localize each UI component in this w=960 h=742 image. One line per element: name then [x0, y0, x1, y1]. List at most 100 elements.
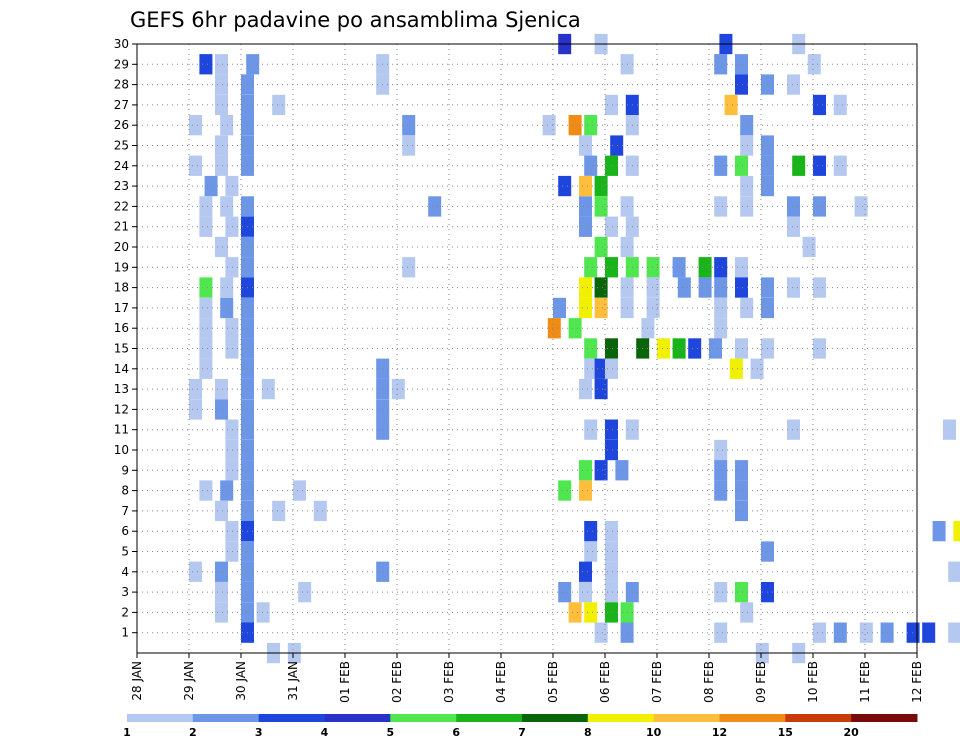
heat-cell [605, 358, 618, 379]
heat-cell [714, 297, 728, 319]
heat-cell [610, 135, 624, 156]
colorbar-swatch [587, 714, 655, 722]
heat-cell [605, 521, 618, 542]
colorbar-label: 5 [386, 726, 394, 739]
heat-cell [813, 338, 826, 359]
heat-cell [558, 582, 572, 603]
heat-cell [225, 338, 239, 359]
heat-cell [859, 622, 873, 643]
x-tick-label: 11 FEB [858, 661, 872, 703]
y-axis: 1234567891011121314151617181920212223242… [114, 37, 137, 640]
heat-cell [199, 297, 213, 319]
heat-cell [579, 378, 592, 400]
heat-cell [688, 338, 702, 359]
heat-cell [813, 94, 826, 116]
heat-cell [391, 378, 405, 400]
x-tick-label: 12 FEB [910, 661, 924, 703]
heat-cell [813, 622, 826, 643]
heat-cell [787, 74, 800, 95]
heat-cell [735, 54, 748, 75]
heat-cell [605, 216, 618, 237]
colorbar-swatch [192, 714, 260, 722]
x-tick-label: 10 FEB [806, 661, 820, 703]
heat-cell [833, 94, 847, 116]
heat-cell [225, 216, 239, 237]
heat-cell [735, 582, 748, 603]
heat-cell [787, 419, 800, 440]
heat-cell [714, 622, 728, 643]
heat-cell [740, 196, 754, 217]
heat-cell [313, 500, 327, 522]
y-tick-label: 10 [114, 443, 129, 457]
heat-cell [735, 500, 748, 522]
x-tick-label: 04 FEB [494, 661, 508, 703]
heat-cell [584, 541, 598, 562]
x-tick-label: 03 FEB [442, 661, 456, 703]
x-tick-label: 08 FEB [702, 661, 716, 703]
y-tick-label: 22 [114, 199, 129, 213]
y-tick-label: 7 [121, 504, 129, 518]
y-tick-label: 1 [121, 626, 129, 640]
y-tick-label: 15 [114, 342, 129, 356]
heat-cell [594, 297, 608, 319]
heat-cell [189, 115, 202, 136]
heat-cell [787, 216, 800, 237]
heat-cell [199, 216, 213, 237]
colorbar-label: 3 [255, 726, 263, 739]
heat-cell [579, 480, 592, 501]
heat-cell [215, 54, 228, 75]
heat-cell [256, 602, 270, 623]
heat-cell [568, 318, 582, 339]
heat-cell [215, 500, 228, 522]
heat-cell [714, 54, 728, 75]
heat-cell [584, 115, 598, 136]
heat-cell [792, 155, 806, 176]
x-tick-label: 29 JAN [182, 661, 196, 701]
heat-cell [813, 155, 826, 176]
heat-cell [714, 155, 728, 176]
heat-cell [735, 277, 748, 298]
y-tick-label: 14 [114, 362, 129, 376]
y-tick-label: 21 [114, 220, 129, 234]
heat-cell [579, 135, 592, 156]
colorbar-label: 20 [844, 726, 860, 739]
heat-cell [298, 582, 312, 603]
heat-cell [272, 500, 286, 522]
y-tick-label: 26 [114, 118, 129, 132]
heat-cell [220, 480, 234, 501]
y-tick-label: 23 [114, 179, 129, 193]
heat-cell [605, 602, 618, 623]
x-tick-label: 01 FEB [338, 661, 352, 703]
colorbar-label: 1 [123, 726, 131, 739]
colorbar-label: 8 [584, 726, 592, 739]
heat-cell [807, 54, 821, 75]
heat-cell [740, 175, 754, 197]
heat-cell [220, 115, 234, 136]
heat-cell [948, 622, 960, 643]
x-tick-label: 02 FEB [390, 661, 404, 703]
heat-cell [605, 419, 618, 440]
heat-cell [833, 155, 847, 176]
heat-cell [584, 358, 598, 379]
heat-cell [225, 175, 239, 197]
heat-cell [594, 175, 608, 197]
heat-cell [605, 257, 618, 278]
chart-title: GEFS 6hr padavine po ansamblima Sjenica [130, 8, 581, 32]
heat-cell [215, 582, 228, 603]
heat-cell [579, 297, 592, 319]
heat-cell [215, 236, 228, 258]
heat-cell [579, 196, 592, 217]
heat-cell [698, 257, 712, 278]
heat-cell [906, 622, 920, 643]
heat-cell [698, 277, 712, 298]
heat-cell [189, 399, 202, 420]
heat-cell [428, 196, 442, 217]
heat-cell [225, 541, 239, 562]
heat-cell [813, 196, 826, 217]
colorbar-swatch [785, 714, 852, 722]
y-tick-label: 13 [114, 382, 129, 396]
heat-cell [605, 561, 618, 582]
colorbar-label: 12 [712, 726, 727, 739]
y-tick-label: 27 [114, 98, 129, 112]
y-tick-label: 6 [121, 524, 129, 538]
